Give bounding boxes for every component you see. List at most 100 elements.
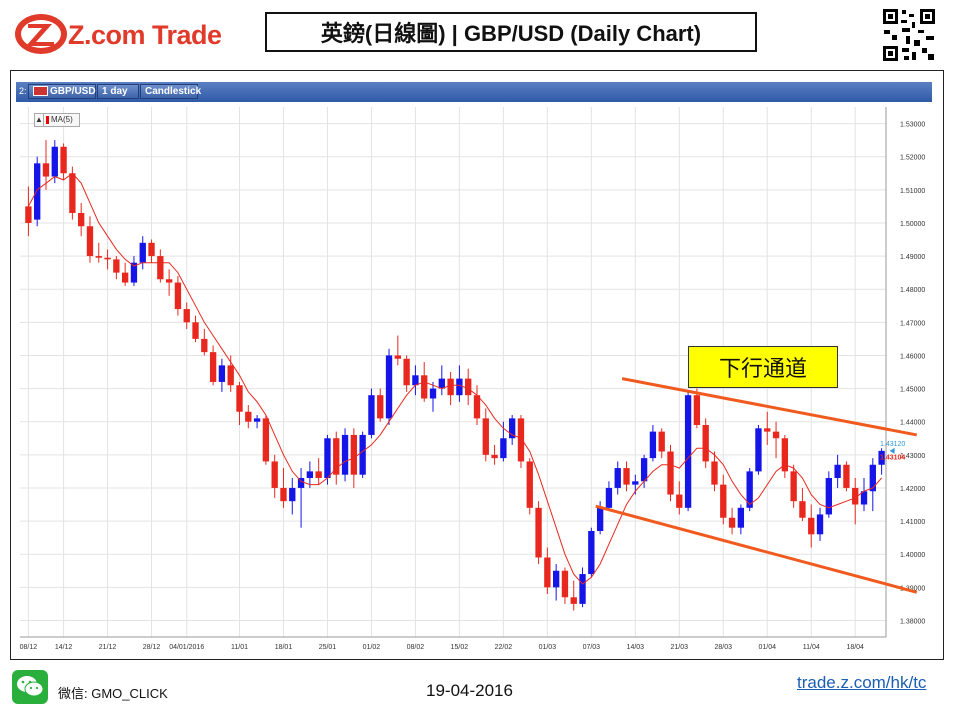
candle-body: [799, 501, 806, 518]
candle-body: [737, 507, 745, 528]
candle-body: [113, 259, 120, 273]
chart-type-label: Candlestick: [145, 86, 202, 97]
y-tick-label: 1.53000: [900, 122, 925, 129]
y-tick-label: 1.38000: [900, 618, 925, 625]
y-tick-label: 1.43000: [900, 453, 925, 460]
wechat-id: 微信: GMO_CLICK: [58, 686, 168, 701]
candle-body: [570, 597, 577, 604]
x-tick-label: 01/03: [539, 644, 557, 651]
gb-us-flag-icon: [33, 86, 48, 97]
candle-body: [165, 279, 173, 283]
ask-marker-icon: [889, 447, 895, 454]
candle-body: [324, 438, 331, 478]
candle-body: [385, 355, 393, 419]
chart-toolbar: 2: GBP/USD 1 day Candlestick: [16, 82, 932, 102]
interval-label: 1 day: [102, 86, 128, 97]
y-tick-label: 1.46000: [900, 353, 925, 360]
candle-body: [588, 531, 595, 575]
candle-body: [236, 385, 243, 412]
candle-body: [121, 272, 129, 283]
qr-code-icon: [882, 8, 936, 62]
candle-body: [526, 461, 533, 508]
y-tick-label: 1.45000: [900, 387, 925, 394]
ma-indicator-legend[interactable]: ▲ MA(5): [34, 113, 80, 127]
candle-body: [473, 395, 481, 419]
x-tick-label: 01/04: [758, 644, 776, 651]
candle-body: [640, 458, 648, 482]
x-tick-label: 11/04: [803, 644, 820, 651]
x-tick-label: 25/01: [319, 644, 337, 651]
candle-body: [412, 375, 419, 386]
candle-body: [552, 570, 560, 588]
candle-body: [253, 418, 261, 422]
candle-body: [720, 484, 727, 518]
candle-body: [183, 309, 190, 323]
downtrend-channel-label: 下行通道: [688, 346, 838, 388]
collapse-arrow-icon[interactable]: ▲: [35, 114, 44, 126]
x-tick-label: 21/03: [671, 644, 689, 651]
candle-body: [429, 388, 437, 399]
candle-body: [579, 574, 586, 604]
candle-body: [157, 256, 164, 280]
candle-body: [843, 464, 850, 488]
candle-body: [869, 464, 876, 492]
logo-z-icon: [15, 14, 67, 54]
candle-body: [51, 146, 58, 177]
candle-body: [350, 434, 358, 475]
candle-body: [684, 395, 692, 508]
candle-body: [816, 514, 824, 535]
candle-body: [658, 431, 665, 452]
y-tick-label: 1.47000: [900, 320, 925, 327]
candle-body: [517, 418, 525, 462]
y-tick-label: 1.42000: [900, 486, 925, 493]
candle-body: [755, 428, 762, 472]
candle-body: [465, 378, 472, 396]
candle-body: [148, 242, 155, 257]
candle-body: [289, 487, 296, 502]
x-tick-label: 11/01: [231, 644, 248, 651]
candle-body: [561, 570, 569, 598]
candle-body: [86, 226, 94, 257]
candle-body: [218, 365, 226, 382]
chart-type-button[interactable]: Candlestick: [140, 84, 202, 99]
symbol-button[interactable]: GBP/USD: [28, 84, 96, 99]
website-link[interactable]: trade.z.com/hk/tc: [797, 673, 927, 692]
candle-body: [297, 478, 305, 488]
candle-body: [509, 418, 516, 439]
candle-body: [772, 431, 780, 439]
x-tick-label: 04/01/2016: [169, 644, 204, 651]
candle-body: [130, 262, 138, 283]
candle-body: [860, 491, 868, 505]
candle-body: [544, 557, 551, 588]
x-tick-label: 18/01: [275, 644, 293, 651]
candle-body: [834, 464, 841, 478]
y-tick-label: 1.49000: [900, 254, 925, 261]
y-tick-label: 1.52000: [900, 155, 925, 162]
ask-price-label: 1.43120: [880, 441, 905, 448]
candle-body: [623, 468, 630, 485]
candle-body: [878, 450, 885, 465]
candle-body: [262, 418, 270, 462]
x-tick-label: 18/04: [846, 644, 864, 651]
channel-lower-line: [595, 504, 918, 594]
x-tick-label: 08/12: [20, 644, 38, 651]
candle-body: [394, 355, 401, 359]
y-tick-label: 1.39000: [900, 585, 925, 592]
y-tick-label: 1.44000: [900, 420, 925, 427]
x-tick-label: 15/02: [451, 644, 469, 651]
candle-body: [139, 242, 146, 263]
x-tick-label: 28/03: [715, 644, 733, 651]
candle-body: [359, 434, 366, 475]
candle-body: [667, 451, 674, 495]
interval-button[interactable]: 1 day: [97, 84, 139, 99]
candle-body: [341, 434, 349, 475]
candle-body: [456, 378, 463, 396]
candle-body: [482, 418, 489, 455]
candle-body: [693, 395, 701, 425]
wechat-icon: [12, 670, 48, 704]
candle-body: [368, 395, 375, 435]
candle-body: [78, 213, 85, 227]
candle-body: [781, 438, 789, 472]
y-tick-label: 1.40000: [900, 552, 925, 559]
x-tick-label: 14/12: [55, 644, 73, 651]
